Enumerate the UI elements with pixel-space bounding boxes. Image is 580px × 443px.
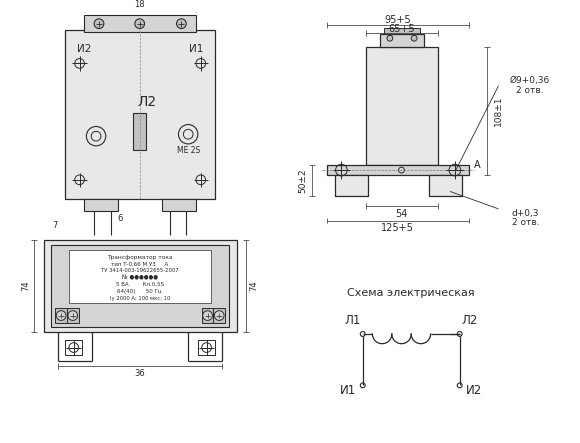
Bar [380,35,424,47]
Bar [365,47,438,165]
Text: 36: 36 [135,369,145,378]
Bar [198,340,215,355]
Text: тип Т-0,66 М У3     А: тип Т-0,66 М У3 А [111,262,168,267]
Text: d+0,3: d+0,3 [512,209,539,218]
Circle shape [215,311,224,320]
Bar [65,30,215,199]
Circle shape [203,311,212,320]
Bar [384,27,420,35]
Text: 2 отв.: 2 отв. [516,86,543,95]
Text: 64(40)      50 Гц: 64(40) 50 Гц [118,289,162,294]
Bar [327,165,469,175]
Bar [55,308,67,323]
Circle shape [387,35,393,41]
Text: 54: 54 [396,209,408,219]
Bar [429,175,462,196]
Circle shape [176,19,186,28]
Text: И1: И1 [340,384,356,397]
Text: 125+5: 125+5 [381,223,414,233]
Text: Трансформатор тока: Трансформатор тока [107,255,172,260]
Text: Схема электрическая: Схема электрическая [347,288,475,298]
Circle shape [135,19,144,28]
Text: 50±2: 50±2 [298,168,307,193]
Text: 2 отв.: 2 отв. [512,218,539,227]
Text: Iу 2000 А; 100 мкс; 10: Iу 2000 А; 100 мкс; 10 [110,295,170,301]
Text: МЕ 2S: МЕ 2S [176,146,200,155]
Text: 6: 6 [118,214,123,223]
Bar [162,199,196,211]
Text: 7: 7 [53,221,58,230]
Bar [85,15,196,32]
Text: Л1: Л1 [345,314,361,327]
Bar [52,245,229,327]
Circle shape [94,19,104,28]
Bar [133,113,147,150]
Text: И1: И1 [188,44,203,54]
Text: 18: 18 [135,0,145,9]
Text: Л2: Л2 [461,314,477,327]
Text: 65+5: 65+5 [388,23,415,34]
Bar [335,175,368,196]
Circle shape [68,311,78,320]
Text: A: A [474,160,481,170]
Bar [202,308,213,323]
Circle shape [411,35,417,41]
Text: И2: И2 [77,44,92,54]
Bar [85,199,118,211]
Circle shape [56,311,66,320]
Text: Л2: Л2 [138,95,157,109]
Bar [44,240,237,332]
Text: 108±1: 108±1 [494,96,503,126]
Text: 74: 74 [22,280,31,291]
Bar [65,340,82,355]
Text: И2: И2 [466,384,483,397]
Text: № ●●●●●●: № ●●●●●● [122,275,158,280]
Text: Ø9+0,36: Ø9+0,36 [509,76,550,85]
Text: 5 ВА        Кл.0,5S: 5 ВА Кл.0,5S [115,282,164,287]
Bar [213,308,225,323]
Text: 95+5: 95+5 [385,15,411,25]
Bar [67,308,79,323]
Text: 74: 74 [249,280,259,291]
Text: ТУ 3414-003-19622655-2007: ТУ 3414-003-19622655-2007 [101,268,179,273]
Bar [69,249,212,303]
